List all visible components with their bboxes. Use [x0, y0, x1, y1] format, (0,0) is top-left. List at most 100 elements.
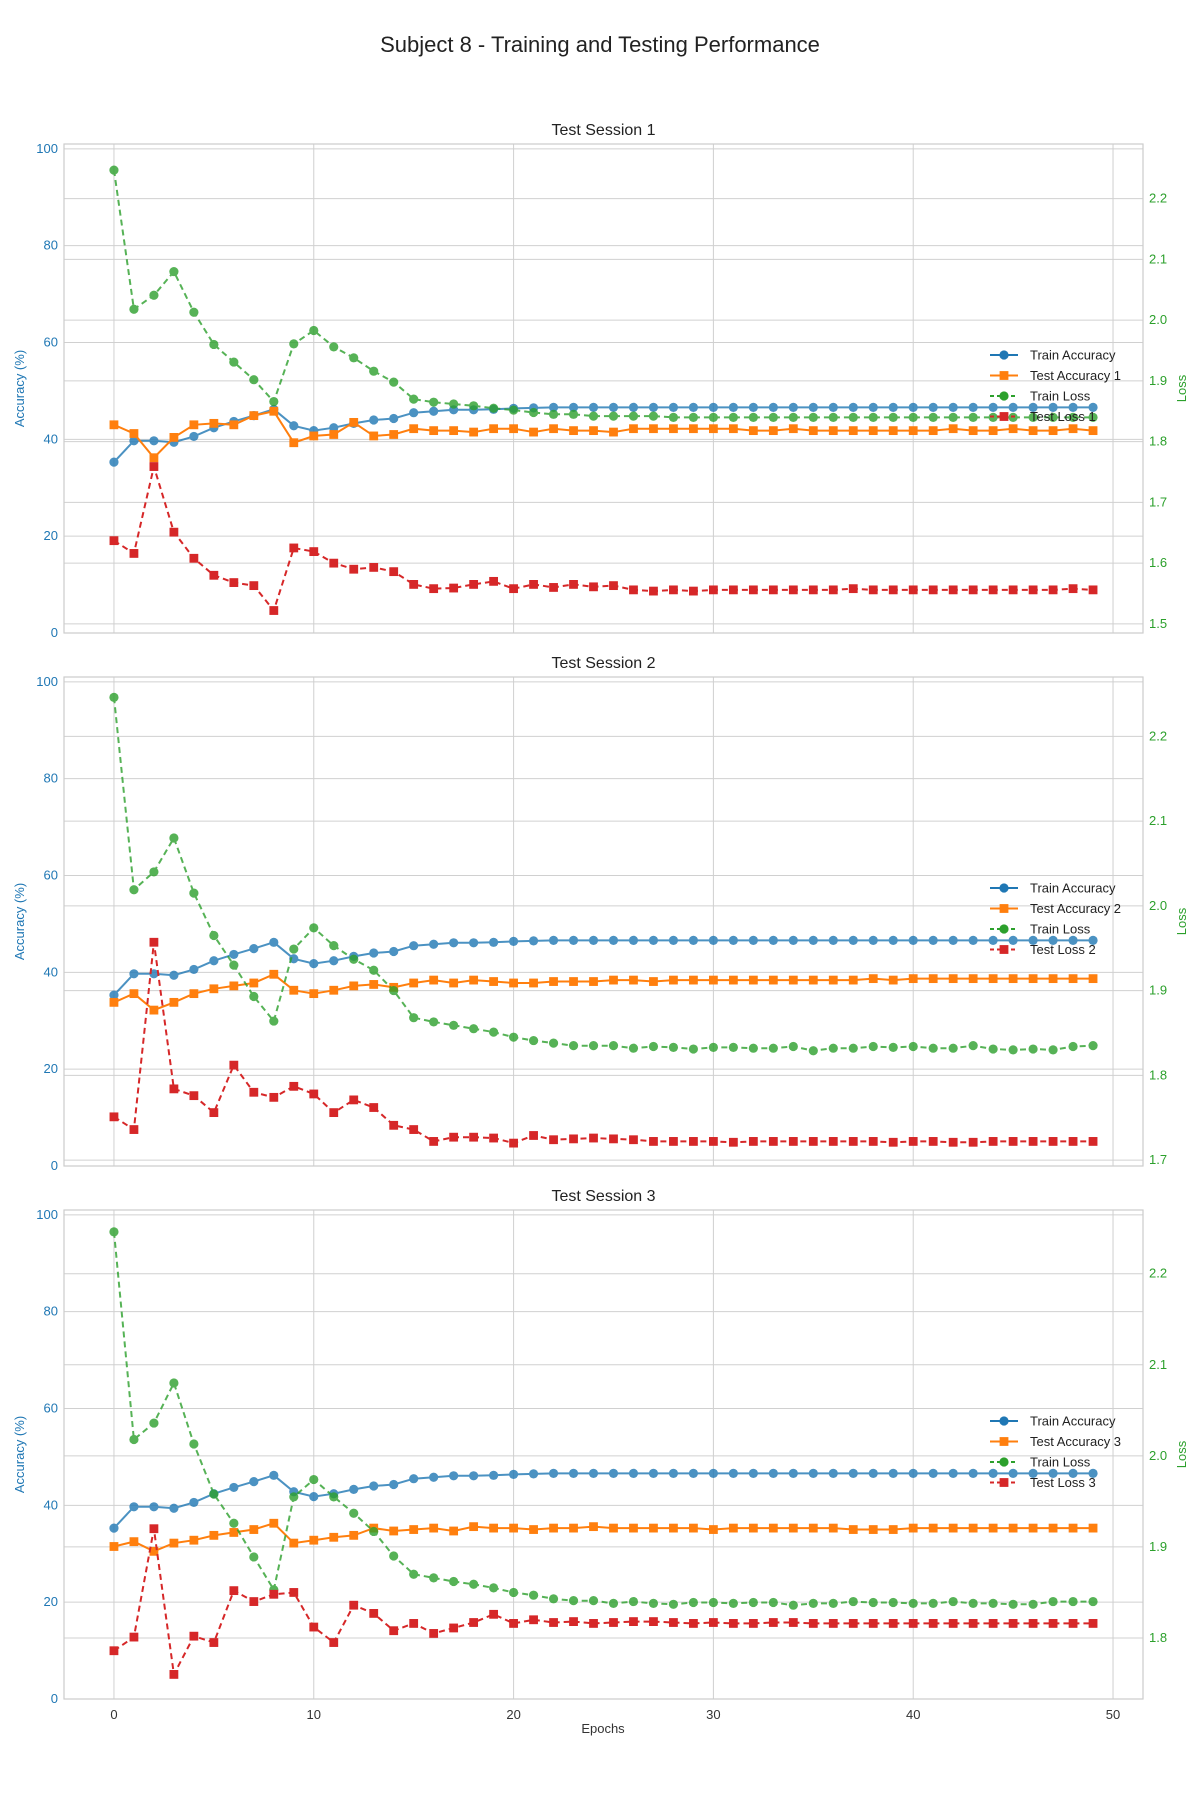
test-loss-point	[629, 1617, 638, 1626]
train-loss-point	[548, 409, 559, 419]
test-loss-point	[808, 585, 818, 595]
test-loss-point	[109, 536, 119, 546]
train-loss-point	[409, 394, 419, 404]
test-acc-point	[928, 426, 938, 436]
test-acc-point	[529, 427, 538, 437]
train-loss-point	[469, 1024, 479, 1034]
test-loss-point	[728, 1619, 738, 1628]
train-acc-point	[928, 402, 938, 412]
legend-label: Test Accuracy 3	[1030, 1434, 1121, 1449]
train-acc-point	[369, 1481, 379, 1491]
test-acc-point	[748, 426, 758, 436]
test-loss-point	[249, 1087, 259, 1097]
train-acc-point	[768, 402, 778, 412]
test-loss-point	[689, 586, 698, 596]
test-acc-point	[1068, 974, 1078, 984]
test-acc-point	[589, 977, 598, 986]
test-acc-point	[489, 424, 499, 434]
legend-label: Train Loss	[1030, 389, 1091, 404]
test-acc-point	[389, 1526, 399, 1536]
train-loss-series	[109, 692, 1098, 1056]
test-loss-point	[1088, 1137, 1098, 1146]
train-loss-point	[1028, 412, 1038, 422]
train-loss-point	[1068, 1041, 1078, 1052]
train-acc-point	[748, 935, 758, 945]
train-acc-point	[648, 1468, 659, 1478]
test-acc-point	[788, 1523, 798, 1533]
train-acc-point	[788, 935, 798, 945]
x-tick-label: 0	[110, 1707, 117, 1722]
test-acc-point	[169, 1538, 179, 1548]
train-loss-point	[369, 1526, 379, 1537]
train-loss-series	[109, 1227, 1098, 1610]
train-acc-point	[189, 964, 199, 975]
train-loss-point	[1088, 1596, 1098, 1607]
train-acc-point	[848, 402, 858, 412]
test-acc-point	[808, 1523, 818, 1533]
train-loss-point	[988, 1044, 998, 1054]
train-acc-point	[229, 1482, 239, 1493]
test-acc-point	[828, 426, 838, 436]
plot-area	[64, 1210, 1143, 1699]
train-acc-point	[1048, 935, 1058, 945]
test-loss-point	[828, 1619, 838, 1628]
train-acc-point	[728, 402, 738, 412]
test-loss-point	[888, 1137, 898, 1147]
x-tick-label: 50	[1106, 1707, 1120, 1722]
test-loss-point	[988, 1619, 998, 1628]
train-loss-point	[728, 1042, 738, 1052]
train-acc-point	[568, 935, 579, 945]
train-loss-point	[528, 1035, 539, 1046]
test-acc-point	[788, 424, 798, 434]
test-acc-point	[329, 985, 339, 995]
legend-marker	[999, 904, 1009, 913]
train-acc-point	[528, 1469, 539, 1479]
train-acc-point	[748, 1468, 758, 1478]
train-loss-point	[808, 412, 818, 422]
acc-tick-label: 60	[44, 335, 58, 350]
test-acc-point	[189, 420, 199, 430]
train-loss-point	[229, 1518, 239, 1528]
train-acc-point	[548, 935, 559, 945]
train-loss-point	[1028, 1044, 1038, 1054]
legend-marker	[999, 945, 1009, 954]
train-acc-point	[988, 402, 998, 412]
train-loss-point	[389, 985, 399, 996]
train-acc-point	[988, 935, 998, 945]
train-loss-point	[648, 1041, 659, 1052]
train-loss-point	[349, 353, 359, 363]
acc-tick-label: 40	[44, 964, 58, 979]
train-loss-point	[429, 1017, 439, 1027]
loss-tick-label: 2.1	[1149, 813, 1167, 828]
test-acc-point	[189, 1535, 199, 1545]
legend-marker	[999, 883, 1009, 893]
test-loss-series	[109, 937, 1098, 1148]
test-loss-point	[649, 1617, 658, 1626]
train-loss-point	[1088, 1041, 1098, 1051]
test-loss-point	[309, 1089, 319, 1099]
test-acc-point	[928, 974, 938, 984]
train-acc-point	[508, 1469, 519, 1479]
train-loss-point	[668, 1599, 679, 1609]
acc-tick-label: 0	[51, 1158, 58, 1173]
train-loss-point	[1028, 1599, 1038, 1609]
test-loss-point	[429, 1629, 439, 1638]
test-acc-point	[808, 975, 818, 985]
legend: Train Accuracy Test Accuracy 2 Train Loss T…	[990, 881, 1121, 957]
train-acc-point	[728, 1468, 738, 1478]
train-loss-point	[628, 1043, 639, 1053]
test-acc-point	[529, 978, 538, 988]
train-loss-point	[548, 1038, 559, 1048]
test-acc-point	[748, 975, 758, 985]
train-acc-point	[109, 457, 119, 467]
test-loss-point	[169, 1670, 179, 1679]
train-acc-point	[948, 402, 958, 412]
train-acc-point	[608, 402, 619, 412]
test-acc-point	[1028, 1523, 1038, 1533]
train-acc-point	[249, 1477, 259, 1487]
test-loss-point	[369, 1609, 379, 1618]
train-loss-point	[469, 1579, 479, 1589]
test-acc-point	[129, 429, 139, 438]
train-loss-point	[209, 339, 219, 350]
